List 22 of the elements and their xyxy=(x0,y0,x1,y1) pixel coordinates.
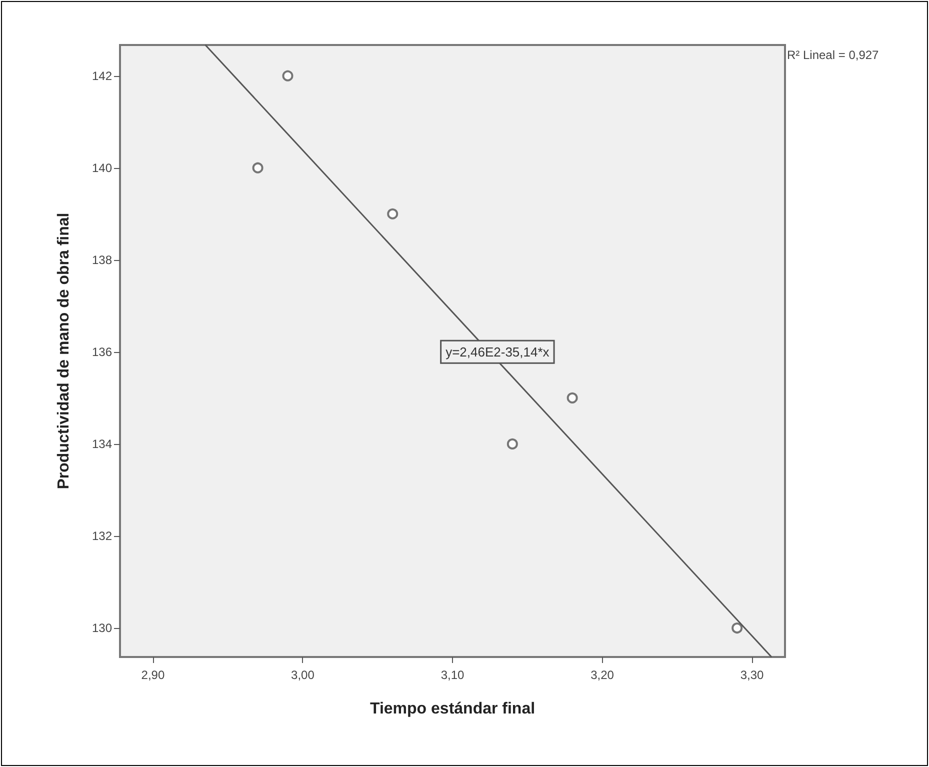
x-tick-label: 3,30 xyxy=(740,668,764,682)
x-tick-label: 3,00 xyxy=(291,668,315,682)
x-tick-label: 2,90 xyxy=(141,668,165,682)
point xyxy=(506,438,518,450)
x-tick-label: 3,10 xyxy=(440,668,464,682)
point xyxy=(566,392,578,404)
y-tick-label: 140 xyxy=(92,160,112,175)
annotation: y=2,46E2-35,14*x xyxy=(446,344,550,360)
y-axis-title: Productividad de mano de obra final xyxy=(56,212,72,490)
y-tick-label: 130 xyxy=(92,621,112,636)
y-tick-label: 138 xyxy=(92,252,112,267)
y-tick-label: 136 xyxy=(92,344,112,359)
y-tick-label: 142 xyxy=(92,68,112,83)
point xyxy=(732,622,743,634)
x-tick-label: 3,20 xyxy=(590,668,614,682)
y-tick-label: 134 xyxy=(92,436,112,451)
x-axis-title: Tiempo estándar final xyxy=(370,700,536,718)
point xyxy=(387,208,398,220)
point xyxy=(252,162,264,174)
text: R² Lineal = 0,927 xyxy=(787,48,880,62)
y-tick-label: 132 xyxy=(92,528,112,543)
point xyxy=(282,70,294,82)
